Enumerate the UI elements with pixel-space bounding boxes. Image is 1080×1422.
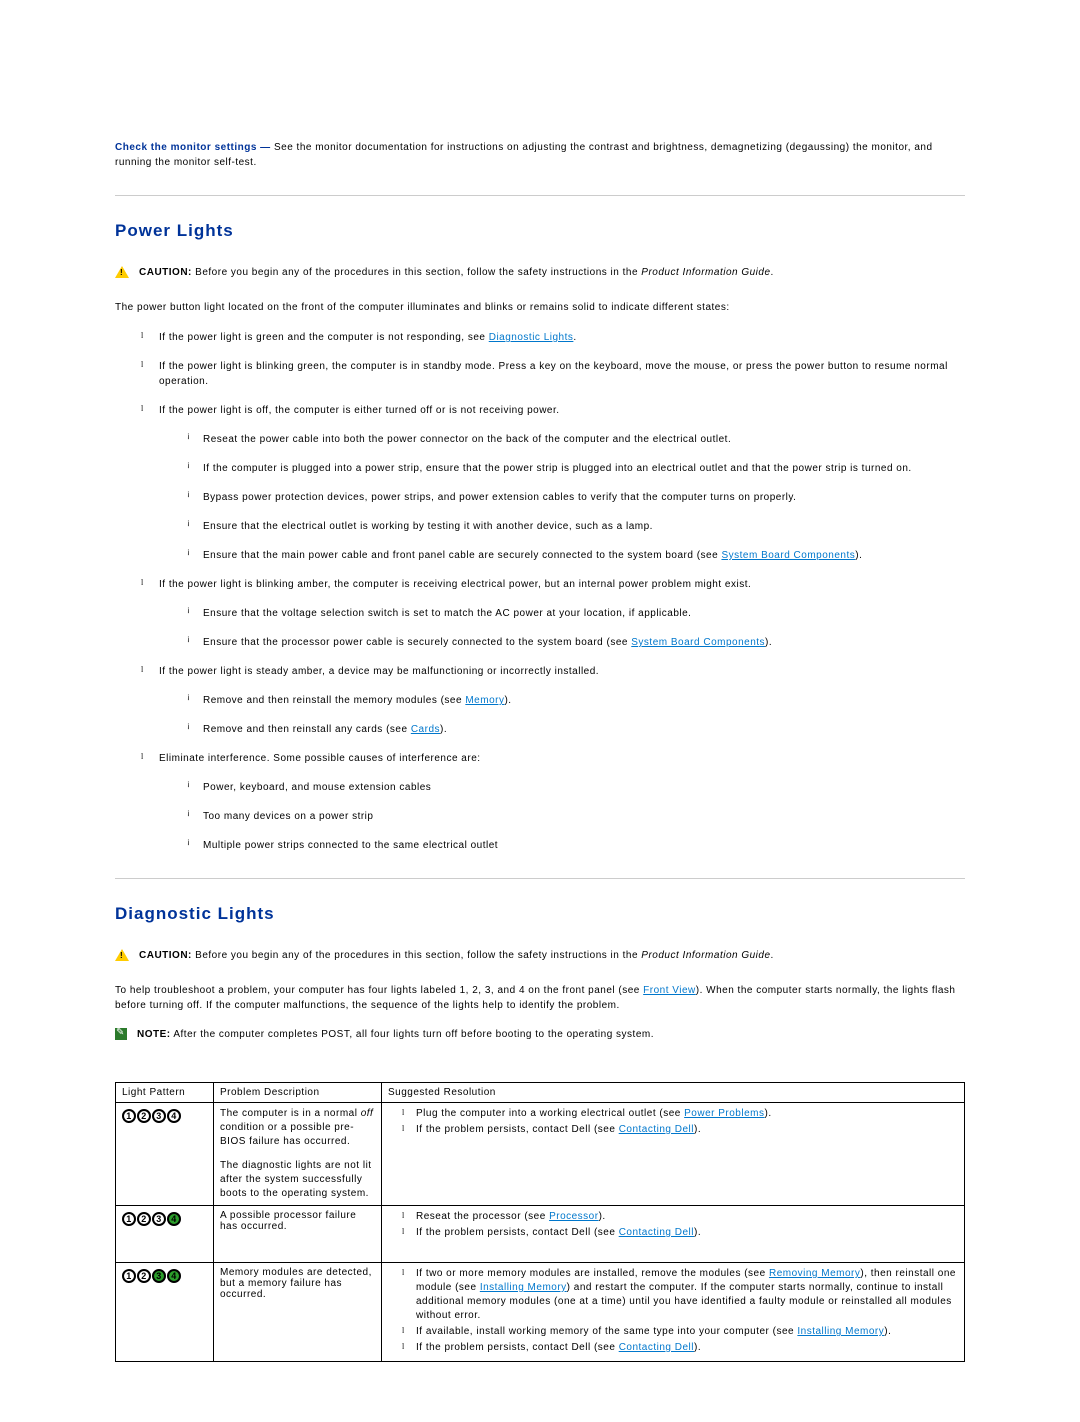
caution-text: CAUTION: Before you begin any of the pro… [139,266,774,280]
diagnostic-lights-table: Light Pattern Problem Description Sugges… [115,1082,965,1362]
list-item: If the power light is steady amber, a de… [145,664,965,737]
heading-power-lights: Power Lights [115,221,965,241]
list-item: If the problem persists, contact Dell (s… [402,1123,958,1137]
cell-resolution: Plug the computer into a working electri… [382,1103,965,1206]
list-item: Too many devices on a power strip [187,809,965,824]
caution-icon [115,266,129,278]
intro-text: Check the monitor settings — See the mon… [115,140,965,170]
cell-light-pattern: 1234 [116,1263,214,1362]
diagnostic-light-1: 1 [122,1109,136,1123]
note-label: NOTE: [137,1029,171,1040]
list-item: Plug the computer into a working electri… [402,1107,958,1121]
diagnostic-light-3: 3 [152,1212,166,1226]
link-removing-memory[interactable]: Removing Memory [769,1268,860,1279]
list-item: Ensure that the processor power cable is… [187,635,965,650]
list-item: Reseat the power cable into both the pow… [187,432,965,447]
diagnostic-light-1: 1 [122,1269,136,1283]
sublist: Reseat the power cable into both the pow… [159,432,965,563]
list-item: Ensure that the voltage selection switch… [187,606,965,621]
table-row: 1234 Memory modules are detected, but a … [116,1263,965,1362]
list-item: Multiple power strips connected to the s… [187,838,965,853]
cell-resolution: Reseat the processor (see Processor). If… [382,1206,965,1263]
table-row: 1234 A possible processor failure has oc… [116,1206,965,1263]
th-problem-description: Problem Description [214,1083,382,1103]
diagnostic-light-4: 4 [167,1109,181,1123]
table-header-row: Light Pattern Problem Description Sugges… [116,1083,965,1103]
list-item: Power, keyboard, and mouse extension cab… [187,780,965,795]
power-para-1: The power button light located on the fr… [115,300,965,315]
table-row: 1234 The computer is in a normal off con… [116,1103,965,1206]
link-cards[interactable]: Cards [411,724,440,735]
caution-label: CAUTION: [139,267,192,278]
rule [115,878,965,879]
sublist: Ensure that the voltage selection switch… [159,606,965,650]
link-system-board-components[interactable]: System Board Components [631,637,765,648]
link-memory[interactable]: Memory [465,695,504,706]
list-item: Bypass power protection devices, power s… [187,490,965,505]
diagnostic-light-2: 2 [137,1212,151,1226]
cell-light-pattern: 1234 [116,1206,214,1263]
list-item: Ensure that the main power cable and fro… [187,548,965,563]
list-item: If the power light is green and the comp… [145,330,965,345]
note-box: NOTE: After the computer completes POST,… [115,1028,965,1042]
list-item: If the problem persists, contact Dell (s… [402,1226,958,1240]
link-contacting-dell[interactable]: Contacting Dell [619,1342,694,1353]
note-icon [115,1028,127,1040]
cell-resolution: If two or more memory modules are instal… [382,1263,965,1362]
sublist: Remove and then reinstall the memory mod… [159,693,965,737]
list-item: Eliminate interference. Some possible ca… [145,751,965,853]
link-system-board-components[interactable]: System Board Components [721,550,855,561]
diagnostic-light-4: 4 [167,1212,181,1226]
cell-description: A possible processor failure has occurre… [214,1206,382,1263]
list-item: If the computer is plugged into a power … [187,461,965,476]
link-contacting-dell[interactable]: Contacting Dell [619,1227,694,1238]
caution-label: CAUTION: [139,950,192,961]
list-item: Reseat the processor (see Processor). [402,1210,958,1224]
diagnostic-light-3: 3 [152,1109,166,1123]
list-item: If available, install working memory of … [402,1325,958,1339]
link-front-view[interactable]: Front View [643,985,696,996]
link-power-problems[interactable]: Power Problems [684,1108,764,1119]
power-list: If the power light is green and the comp… [115,330,965,853]
diagnostic-light-2: 2 [137,1269,151,1283]
note-text: NOTE: After the computer completes POST,… [137,1028,654,1042]
diagnostic-light-1: 1 [122,1212,136,1226]
th-light-pattern: Light Pattern [116,1083,214,1103]
light-pattern: 1234 [122,1210,207,1228]
diagnostic-light-4: 4 [167,1269,181,1283]
link-installing-memory[interactable]: Installing Memory [797,1326,884,1337]
link-diagnostic-lights[interactable]: Diagnostic Lights [489,332,574,343]
page: Check the monitor settings — See the mon… [0,0,1080,1422]
link-contacting-dell[interactable]: Contacting Dell [619,1124,694,1135]
list-item: If the power light is blinking green, th… [145,359,965,389]
cell-light-pattern: 1234 [116,1103,214,1206]
light-pattern: 1234 [122,1267,207,1285]
cell-description: The computer is in a normal off conditio… [214,1103,382,1206]
rule [115,195,965,196]
light-pattern: 1234 [122,1107,207,1125]
diagnostic-light-2: 2 [137,1109,151,1123]
list-item: Remove and then reinstall the memory mod… [187,693,965,708]
diagnostic-light-3: 3 [152,1269,166,1283]
list-item: If two or more memory modules are instal… [402,1267,958,1323]
list-item: If the power light is blinking amber, th… [145,577,965,650]
intro-lead: Check the monitor settings — [115,142,271,153]
caution-box: CAUTION: Before you begin any of the pro… [115,949,965,963]
caution-icon [115,949,129,961]
list-item: Ensure that the electrical outlet is wor… [187,519,965,534]
link-processor[interactable]: Processor [549,1211,599,1222]
diag-para-1: To help troubleshoot a problem, your com… [115,983,965,1013]
cell-description: Memory modules are detected, but a memor… [214,1263,382,1362]
heading-diagnostic-lights: Diagnostic Lights [115,904,965,924]
list-item: Remove and then reinstall any cards (see… [187,722,965,737]
caution-text: CAUTION: Before you begin any of the pro… [139,949,774,963]
th-suggested-resolution: Suggested Resolution [382,1083,965,1103]
list-item: If the problem persists, contact Dell (s… [402,1341,958,1355]
caution-box: CAUTION: Before you begin any of the pro… [115,266,965,280]
link-installing-memory[interactable]: Installing Memory [480,1282,567,1293]
sublist: Power, keyboard, and mouse extension cab… [159,780,965,853]
list-item: If the power light is off, the computer … [145,403,965,563]
